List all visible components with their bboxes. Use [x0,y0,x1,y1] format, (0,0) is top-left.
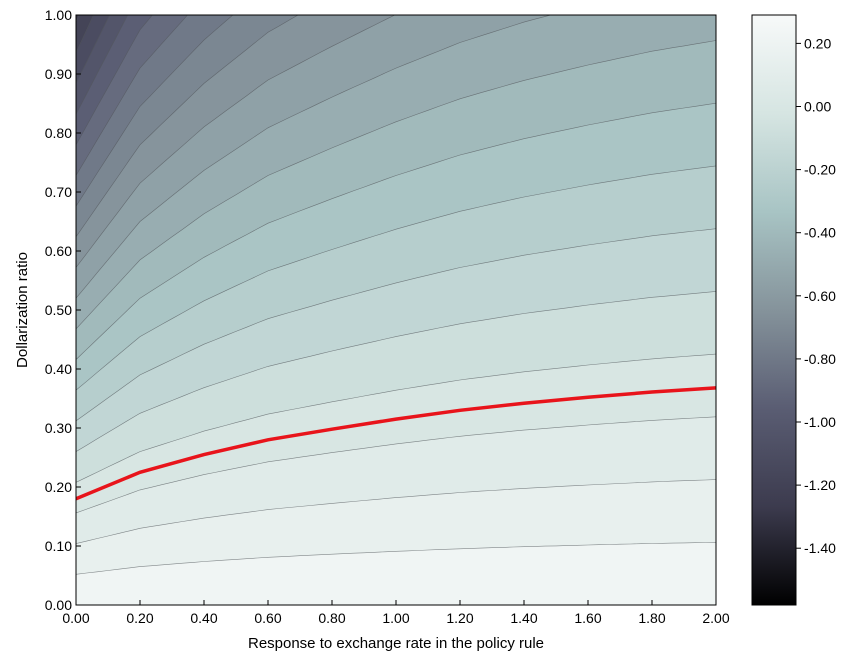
contour-line [76,291,716,452]
x-axis-title: Response to exchange rate in the policy … [248,635,544,652]
x-tick-label: 1.00 [382,610,409,626]
y-tick-label: 0.40 [45,361,72,377]
x-tick-label: 2.00 [702,610,729,626]
contour-line [76,15,188,176]
contour-line [76,15,299,237]
colorbar: 0.20 0.00 -0.20 -0.40 -0.60 -0.80 -1.00 -1.20 -1… [751,14,836,606]
y-tick-label: 0.50 [45,302,72,318]
plot-area [76,15,716,605]
x-tick-label: 1.60 [574,610,601,626]
x-tick-label: 1.40 [510,610,537,626]
x-tick-label: 0.20 [126,610,153,626]
x-axis: 0.00 0.20 0.40 0.60 0.80 1.00 1.20 1.40 1.60 1.80… [62,600,730,626]
x-tick-label: 0.40 [190,610,217,626]
colorbar-tick-label: -1.20 [804,477,836,493]
contour-line [76,40,716,330]
contour-line [76,353,716,483]
contour-line [76,15,552,299]
colorbar-tick-label: -1.40 [804,540,836,556]
colorbar-gradient [751,14,797,606]
x-tick-label: 1.20 [446,610,473,626]
contour-line [76,542,716,575]
y-axis: 0.00 0.10 0.20 0.30 0.40 0.50 0.60 0.70 0.80 0.90… [45,7,81,613]
y-tick-label: 0.90 [45,66,72,82]
y-tick-label: 0.20 [45,479,72,495]
contour-line [76,416,716,514]
zero-contour-line [76,386,716,501]
y-axis-title: Dollarization ratio [14,252,31,368]
colorbar-tick-label: 0.00 [804,98,831,114]
y-tick-label: 0.60 [45,243,72,259]
contour-line [76,15,396,268]
contour-line [76,15,234,207]
x-tick-label: 0.80 [318,610,345,626]
y-tick-label: 0.10 [45,538,72,554]
contour-band [76,15,188,177]
contour-line [76,102,716,360]
colorbar-tick-label: -0.80 [804,351,836,367]
colorbar-tick-label: 0.20 [804,35,831,51]
y-tick-label: 0.30 [45,420,72,436]
x-tick-label: 1.80 [638,610,665,626]
y-tick-label: 0.80 [45,125,72,141]
contour-band [76,15,234,207]
colorbar-tick-label: -0.60 [804,288,836,304]
x-tick-label: 0.60 [254,610,281,626]
contour-line [76,228,716,422]
x-tick-label: 0.00 [62,610,89,626]
contour-line [76,479,716,544]
colorbar-tick-label: -1.00 [804,414,836,430]
y-tick-label: 1.00 [45,7,72,23]
colorbar-tick-label: -0.20 [804,162,836,178]
y-tick-label: 0.70 [45,184,72,200]
y-tick-label: 0.00 [45,597,72,613]
contour-line [76,165,716,391]
colorbar-tick-label: -0.40 [804,225,836,241]
